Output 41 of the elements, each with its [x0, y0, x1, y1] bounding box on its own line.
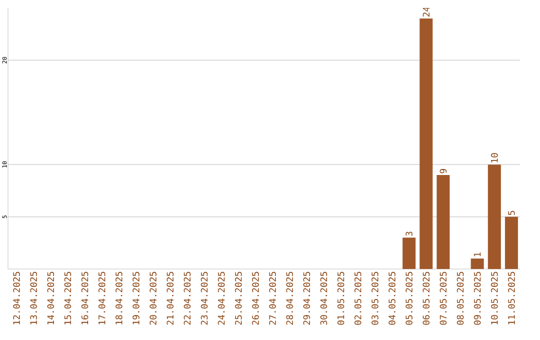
- bar: [402, 238, 416, 269]
- x-tick-label: 05.05.2025: [406, 272, 412, 325]
- bar: [470, 258, 484, 269]
- data-label: 5: [508, 210, 515, 215]
- x-tick-label: 15.04.2025: [64, 272, 72, 324]
- bar: [488, 164, 501, 269]
- x-tick-label: 18.04.2025: [116, 272, 122, 324]
- x-tick-label: 11.05.2025: [508, 272, 515, 324]
- x-tick-label: 25.04.2025: [235, 272, 242, 325]
- x-tick-label: 23.04.2025: [200, 272, 208, 325]
- x-tick-label: 29.04.2025: [303, 272, 310, 325]
- x-tick-label: 26.04.2025: [252, 272, 259, 325]
- x-tick-label: 13.04.2025: [30, 272, 38, 324]
- x-tick-label: 01.05.2025: [337, 272, 344, 325]
- x-tick-label: 03.05.2025: [372, 272, 378, 325]
- data-label: 10: [491, 153, 498, 162]
- x-tick-label: 28.04.2025: [286, 272, 294, 325]
- x-tick-label: 14.04.2025: [47, 272, 54, 324]
- x-tick-label: 21.04.2025: [166, 272, 174, 325]
- data-label: 1: [474, 252, 481, 256]
- x-tick-label: 30.04.2025: [320, 272, 328, 325]
- x-tick-label: 24.04.2025: [218, 272, 225, 325]
- x-tick-label: 27.04.2025: [269, 272, 276, 325]
- data-label: 3: [406, 232, 412, 236]
- x-tick-label: 08.05.2025: [456, 272, 464, 325]
- bar: [436, 175, 450, 269]
- x-tick-label: 19.04.2025: [132, 272, 140, 324]
- x-tick-label: 09.05.2025: [474, 272, 481, 325]
- x-tick-label: 07.05.2025: [440, 272, 447, 325]
- x-tick-label: 22.04.2025: [184, 272, 191, 325]
- bar: [420, 18, 433, 269]
- bar: [504, 216, 518, 269]
- x-tick-label: 12.04.2025: [13, 272, 20, 324]
- x-tick-label: 02.05.2025: [354, 272, 362, 325]
- x-tick-label: 04.05.2025: [388, 272, 396, 325]
- x-tick-label: 06.05.2025: [422, 272, 430, 325]
- x-tick-label: 20.04.2025: [150, 272, 156, 325]
- x-tick-label: 16.04.2025: [81, 272, 88, 324]
- x-tick-label: 17.04.2025: [98, 272, 106, 324]
- data-label: 9: [440, 169, 447, 174]
- x-tick-label: 10.05.2025: [491, 272, 498, 324]
